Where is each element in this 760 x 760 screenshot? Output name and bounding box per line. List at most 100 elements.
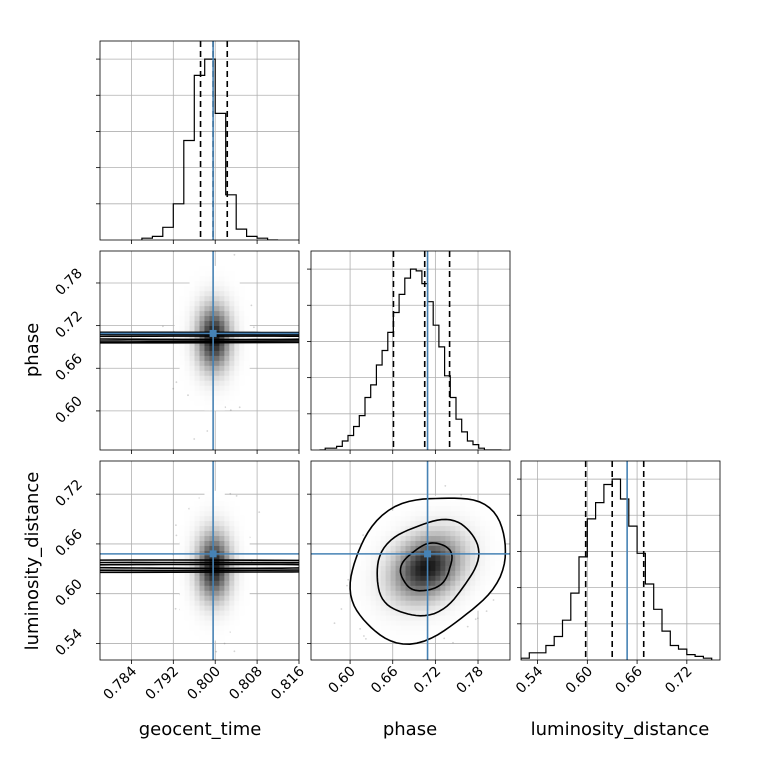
density-cell	[405, 535, 411, 542]
density-cell	[229, 620, 235, 626]
x-tick-label: 0.792	[142, 664, 182, 704]
density-cell	[219, 390, 225, 396]
density-cell	[209, 620, 215, 626]
density-cell	[214, 530, 220, 537]
density-cell	[239, 520, 245, 527]
density-cell	[229, 395, 235, 401]
density-cell	[390, 575, 396, 581]
density-cell	[229, 280, 235, 287]
density-cell	[214, 580, 220, 586]
sample-point	[172, 387, 175, 390]
density-cell	[179, 305, 185, 312]
density-cell	[380, 570, 387, 576]
density-cell	[470, 555, 476, 561]
density-cell	[189, 345, 195, 351]
density-cell	[405, 585, 411, 591]
density-cell	[385, 560, 392, 566]
density-cell	[189, 285, 195, 292]
density-cell	[234, 345, 240, 351]
density-cell	[435, 525, 441, 532]
density-cell	[400, 630, 406, 636]
density-cell	[189, 350, 195, 356]
density-cell	[224, 305, 230, 312]
x-tick-label: 0.66	[368, 663, 401, 696]
density-cell	[380, 625, 387, 631]
density-cell	[385, 575, 392, 581]
density-cell	[395, 600, 401, 606]
density-cell	[224, 595, 230, 601]
density-cell	[390, 635, 396, 641]
density-cell	[184, 310, 190, 317]
density-cell	[400, 595, 406, 601]
density-cell	[199, 305, 205, 312]
density-cell	[224, 585, 230, 591]
density-cell	[214, 520, 220, 527]
density-cell	[475, 540, 481, 546]
density-cell	[234, 555, 240, 561]
density-cell	[440, 535, 446, 542]
density-cell	[405, 620, 411, 626]
density-cell	[229, 610, 235, 616]
density-cell	[214, 510, 220, 517]
density-cell	[214, 585, 220, 591]
density-cell	[410, 595, 416, 601]
sample-point	[175, 534, 178, 537]
density-cell	[219, 620, 225, 626]
density-cell	[219, 630, 225, 636]
density-cell	[365, 570, 372, 576]
density-cell	[209, 555, 215, 561]
density-cell	[214, 300, 220, 307]
density-cell	[420, 605, 426, 611]
density-cell	[224, 375, 230, 381]
density-cell	[229, 545, 235, 551]
density-cell	[450, 600, 456, 606]
density-cell	[415, 515, 421, 522]
density-cell	[219, 320, 225, 327]
density-cell	[229, 335, 235, 341]
density-cell	[400, 600, 406, 606]
y-tick-label: 0.78	[52, 265, 85, 298]
density-cell	[390, 520, 396, 527]
density-cell	[229, 300, 235, 307]
density-cell	[184, 610, 190, 616]
sample-point	[223, 642, 226, 645]
density-cell	[400, 585, 406, 591]
density-cell	[219, 510, 225, 517]
density-cell	[204, 360, 210, 366]
density-cell	[219, 610, 225, 616]
density-cell	[179, 360, 185, 366]
density-cell	[189, 385, 195, 391]
density-cell	[219, 555, 225, 561]
density-cell	[184, 580, 190, 586]
density-cell	[415, 620, 421, 626]
density-cell	[204, 585, 210, 591]
density-cell	[239, 585, 245, 591]
density-cell	[209, 385, 215, 391]
density-cell	[199, 360, 205, 366]
density-cell	[485, 540, 491, 546]
density-cell	[194, 370, 200, 376]
density-cell	[224, 570, 230, 576]
x-tick-label: 0.60	[563, 664, 596, 697]
density-cell	[224, 285, 230, 292]
density-cell	[219, 310, 225, 317]
density-cell	[460, 580, 466, 586]
density-cell	[420, 565, 426, 571]
density-cell	[209, 605, 215, 611]
density-cell	[229, 315, 235, 322]
density-cell	[430, 590, 436, 596]
density-cell	[395, 535, 401, 542]
density-cell	[445, 500, 451, 507]
density-cell	[239, 580, 245, 586]
density-cell	[415, 525, 421, 532]
density-cell	[475, 600, 481, 606]
density-cell	[184, 375, 190, 381]
density-cell	[199, 595, 205, 601]
density-cell	[460, 565, 466, 571]
density-cell	[435, 520, 441, 527]
density-cell	[224, 290, 230, 297]
density-cell	[234, 575, 240, 581]
density-cell	[224, 530, 230, 537]
density-cell	[194, 285, 200, 292]
density-cell	[189, 375, 195, 381]
